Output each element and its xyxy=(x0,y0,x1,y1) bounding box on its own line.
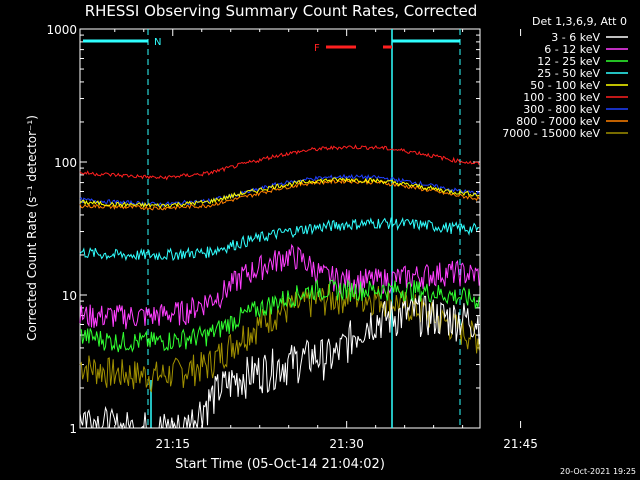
legend-label: 12 - 25 keV xyxy=(537,55,600,68)
y-axis-label: Corrected Count Rate (s⁻¹ detector⁻¹) xyxy=(25,115,39,341)
flare-flag-label: F xyxy=(314,43,320,54)
legend-label: 800 - 7000 keV xyxy=(516,115,600,128)
series-line-0 xyxy=(79,295,480,430)
series-line-4 xyxy=(79,177,480,209)
y-tick-label: 100 xyxy=(54,156,77,170)
legend-label: 100 - 300 keV xyxy=(523,91,600,104)
series-line-1 xyxy=(79,243,480,330)
y-tick-label: 10 xyxy=(62,289,77,303)
y-tick-label: 1000 xyxy=(46,23,77,37)
plot-border xyxy=(79,28,481,429)
series-line-2 xyxy=(79,278,480,353)
night-flag-label: N xyxy=(154,37,161,48)
detector-label: Det 1,3,6,9, Att 0 xyxy=(532,15,627,28)
legend-label: 7000 - 15000 keV xyxy=(502,127,600,140)
x-tick-label: 21:15 xyxy=(155,437,190,451)
legend-label: 50 - 100 keV xyxy=(530,79,600,92)
series-lines xyxy=(79,144,480,430)
legend-label: 300 - 800 keV xyxy=(523,103,600,116)
series-line-6 xyxy=(79,173,480,207)
legend-label: 25 - 50 keV xyxy=(537,67,600,80)
x-tick-label: 21:30 xyxy=(329,437,364,451)
x-axis-label: Start Time (05-Oct-14 21:04:02) xyxy=(175,457,385,472)
x-tick-label: 21:45 xyxy=(503,437,538,451)
date-stamp: 20-Oct-2021 19:25 xyxy=(560,467,636,476)
legend-label: 6 - 12 keV xyxy=(544,43,600,56)
series-line-3 xyxy=(79,216,480,262)
legend-label: 3 - 6 keV xyxy=(551,31,600,44)
y-tick-label: 1 xyxy=(69,422,77,436)
chart-title: RHESSI Observing Summary Count Rates, Co… xyxy=(85,2,478,20)
observing-flags: NF xyxy=(83,29,461,428)
series-line-5 xyxy=(79,144,480,181)
